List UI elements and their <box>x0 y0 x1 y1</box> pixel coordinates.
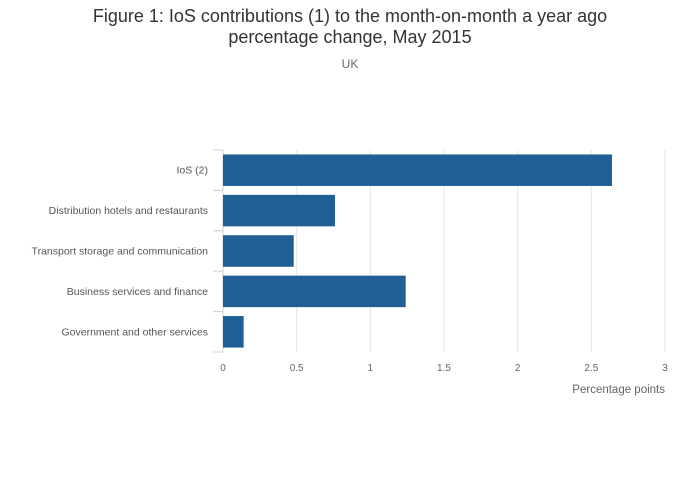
bar <box>223 235 294 267</box>
chart-title-line-2: percentage change, May 2015 <box>228 27 472 47</box>
category-label: IoS (2) <box>176 165 208 177</box>
bars <box>223 154 612 348</box>
category-label: Business services and finance <box>67 286 208 298</box>
x-tick-label: 2 <box>515 363 521 374</box>
category-label: Distribution hotels and restaurants <box>49 205 208 217</box>
chart-subtitle: UK <box>341 57 359 71</box>
category-label: Transport storage and communication <box>32 246 209 258</box>
x-tick-label: 1 <box>368 363 374 374</box>
category-ticks <box>213 149 223 353</box>
x-tick-labels: 0 0.5 1 1.5 2 2.5 3 <box>220 363 668 374</box>
bar <box>223 316 244 348</box>
bar <box>223 194 335 227</box>
x-tick-label: 0 <box>220 363 226 374</box>
x-tick-label: 0.5 <box>290 363 304 374</box>
x-tick-label: 3 <box>662 363 668 374</box>
category-label: Government and other services <box>62 326 209 338</box>
category-labels: IoS (2) Distribution hotels and restauran… <box>32 165 209 339</box>
bar <box>223 275 406 308</box>
x-axis-title: Percentage points <box>572 384 665 396</box>
x-tick-label: 1.5 <box>437 363 451 374</box>
x-tick-label: 2.5 <box>584 363 598 374</box>
chart-title-line-1: Figure 1: IoS contributions (1) to the m… <box>92 6 608 26</box>
chart-title: Figure 1: IoS contributions (1) to the m… <box>0 6 700 48</box>
bar <box>223 154 612 186</box>
